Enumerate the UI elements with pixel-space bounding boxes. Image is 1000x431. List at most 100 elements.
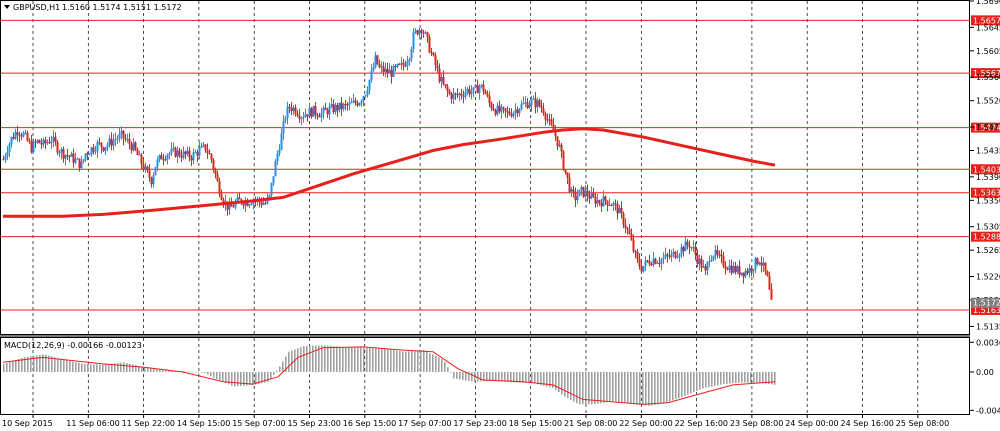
macd-histogram-bar — [399, 351, 401, 372]
bull-candle — [302, 117, 305, 119]
macd-histogram-bar — [525, 371, 527, 383]
bear-candle — [54, 136, 57, 143]
bear-candle — [548, 119, 551, 121]
price-tick-label: 1.5220 — [976, 273, 1000, 282]
bear-candle — [98, 142, 101, 144]
bull-candle — [304, 114, 307, 118]
macd-histogram-bar — [342, 346, 344, 372]
macd-histogram-bar — [759, 371, 761, 384]
macd-histogram-bar — [438, 357, 440, 372]
macd-histogram-bar — [6, 362, 8, 372]
macd-histogram-bar — [771, 371, 773, 385]
bull-candle — [684, 241, 687, 252]
macd-histogram-bar — [273, 371, 275, 375]
macd-histogram-bar — [606, 371, 608, 403]
price-tick-label: 1.5645 — [976, 23, 1000, 32]
macd-histogram-bar — [102, 364, 104, 372]
macd-panel[interactable] — [0, 337, 970, 415]
macd-histogram-bar — [486, 371, 488, 382]
macd-histogram-bar — [651, 371, 653, 406]
bear-candle — [626, 228, 629, 230]
macd-histogram-bar — [30, 356, 32, 372]
bear-candle — [760, 262, 763, 266]
bull-candle — [642, 265, 645, 272]
macd-histogram-bar — [351, 347, 353, 372]
macd-histogram-bar — [750, 371, 752, 383]
time-tick-label: 17 Sep 23:00 — [453, 419, 506, 428]
bear-candle — [476, 84, 479, 94]
bear-candle — [734, 265, 737, 273]
macd-histogram-bar — [369, 347, 371, 372]
price-tick-label: 1.5305 — [976, 223, 1000, 232]
bull-candle — [132, 142, 135, 151]
price-level-value: 1.5288 — [973, 233, 1000, 242]
macd-histogram-bar — [135, 365, 137, 372]
moving-average-line — [3, 127, 776, 218]
bear-candle — [136, 149, 139, 156]
bull-candle — [274, 161, 277, 177]
bull-candle — [652, 258, 655, 266]
bear-candle — [438, 68, 441, 82]
time-tick-label: 14 Sep 15:00 — [177, 419, 230, 428]
bull-candle — [714, 249, 717, 257]
bear-candle — [178, 150, 181, 156]
grid-lines — [32, 1, 919, 414]
bear-candle — [624, 224, 627, 229]
bull-candle — [758, 262, 761, 265]
price-tick-label: 1.5435 — [976, 146, 1000, 155]
menu-triangle-icon[interactable] — [4, 5, 10, 9]
bear-candle — [34, 141, 37, 143]
macd-histogram-bar — [315, 345, 317, 372]
macd-histogram-bar — [684, 371, 686, 396]
macd-histogram-bar — [387, 349, 389, 372]
bull-candle — [496, 105, 499, 115]
bull-candle — [414, 30, 417, 32]
macd-histogram-bar — [774, 371, 776, 385]
macd-histogram-bar — [372, 348, 374, 372]
bull-candle — [350, 102, 353, 104]
macd-histogram-bar — [282, 361, 284, 372]
macd-histogram-bar — [204, 371, 206, 374]
macd-histogram-bar — [168, 370, 170, 372]
bull-candle — [656, 263, 659, 265]
bull-candle — [36, 140, 39, 143]
bear-candle — [130, 144, 133, 151]
macd-histogram-bar — [687, 371, 689, 395]
bear-candle — [318, 116, 321, 118]
macd-histogram-bar — [756, 371, 758, 383]
bear-candle — [56, 142, 59, 153]
bull-candle — [424, 32, 427, 34]
macd-histogram-bar — [411, 351, 413, 372]
macd-histogram-bar — [213, 371, 215, 378]
macd-histogram-bar — [354, 347, 356, 372]
bear-candle — [650, 264, 653, 266]
macd-histogram-bar — [126, 362, 128, 372]
bear-candle — [494, 110, 497, 115]
bull-candle — [464, 92, 467, 97]
bull-candle — [480, 84, 483, 87]
bull-candle — [748, 268, 751, 273]
bull-candle — [690, 247, 693, 249]
macd-histogram-bar — [762, 371, 764, 384]
macd-histogram-bar — [24, 357, 26, 372]
bull-candle — [80, 161, 83, 169]
bull-candle — [680, 247, 683, 255]
bull-candle — [736, 266, 739, 273]
bull-candle — [558, 144, 561, 147]
bull-candle — [74, 158, 77, 163]
macd-histogram-bar — [558, 371, 560, 393]
moving-average — [3, 127, 776, 218]
macd-histogram-bar — [3, 363, 5, 372]
bull-candle — [584, 190, 587, 197]
bear-candle — [488, 95, 491, 104]
bull-candle — [518, 109, 521, 114]
macd-histogram-bar — [672, 371, 674, 401]
price-panel[interactable] — [0, 0, 970, 335]
bear-candle — [416, 30, 419, 35]
macd-histogram-bar — [681, 371, 683, 397]
bull-candle — [96, 142, 99, 152]
bear-candle — [616, 203, 619, 214]
macd-histogram-bar — [708, 371, 710, 388]
